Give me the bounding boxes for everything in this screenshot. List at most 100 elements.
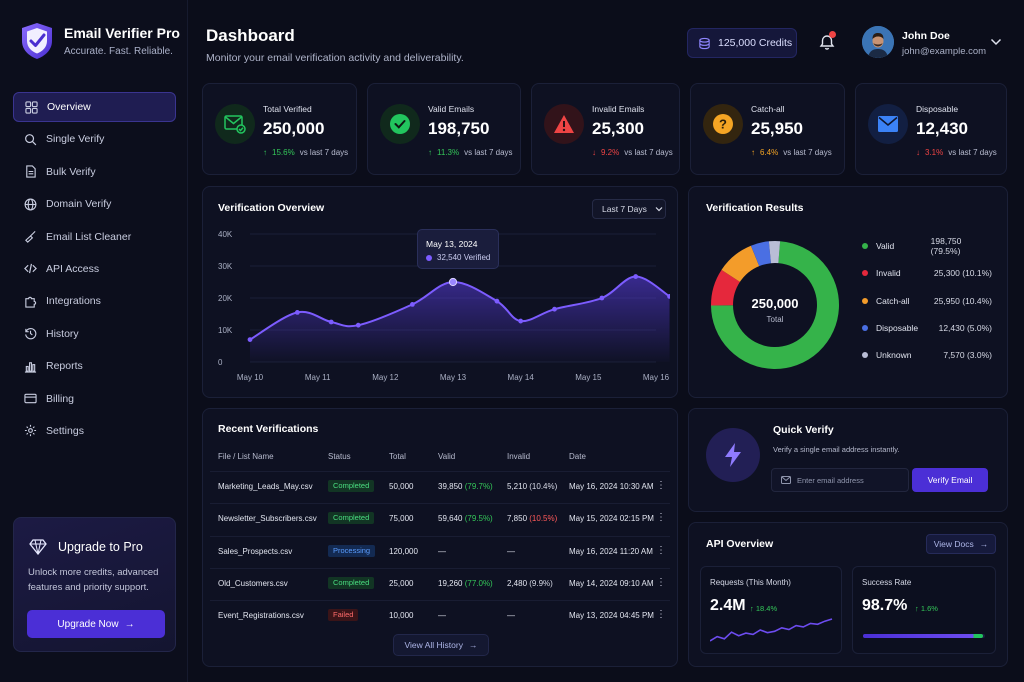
invalid-count: 5,210	[507, 482, 528, 491]
sidebar-item-api-access[interactable]: API Access	[13, 254, 176, 284]
stat-change: ↑ 15.6% vs last 7 days	[263, 148, 348, 157]
status-badge: Completed	[328, 480, 375, 492]
donut-slice-disposable[interactable]	[750, 241, 772, 267]
view-all-history-button[interactable]: View All History →	[393, 634, 489, 656]
credit-card-icon	[24, 393, 37, 404]
legend-label: Invalid	[876, 268, 901, 279]
data-point[interactable]	[667, 294, 670, 299]
stat-card-valid-emails: Valid Emails 198,750 ↑ 11.3% vs last 7 day…	[367, 83, 521, 175]
data-point[interactable]	[518, 318, 524, 324]
row-menu-icon[interactable]: ⋮	[656, 480, 666, 491]
sidebar-item-settings[interactable]: Settings	[13, 416, 176, 446]
data-point[interactable]	[448, 277, 458, 287]
valid-count: —	[438, 611, 446, 621]
chevron-down-icon	[655, 207, 663, 212]
svg-text:?: ?	[719, 117, 727, 132]
brand[interactable]: Email Verifier Pro Accurate. Fast. Relia…	[20, 22, 180, 60]
api-overview-title: API Overview	[706, 538, 774, 550]
sidebar-item-email-list-cleaner[interactable]: Email List Cleaner	[13, 222, 176, 252]
sidebar-item-reports[interactable]: Reports	[13, 351, 176, 381]
sidebar-item-overview[interactable]: Overview	[13, 92, 176, 122]
status-badge: Failed	[328, 609, 359, 622]
data-point[interactable]	[552, 306, 557, 312]
invalid-count: 2,480	[507, 578, 528, 588]
row-menu-icon[interactable]: ⋮	[656, 576, 666, 588]
data-point[interactable]	[599, 295, 605, 301]
sidebar-item-single-verify[interactable]: Single Verify	[13, 124, 176, 154]
row-divider	[210, 567, 670, 569]
credits-badge[interactable]: 125,000 Credits	[687, 28, 797, 58]
row-menu-icon[interactable]: ⋮	[656, 512, 666, 524]
legend-dot-icon	[862, 243, 868, 249]
sidebar-item-history[interactable]: History	[13, 319, 176, 349]
valid-cell: 19,260 (77.0%)	[438, 579, 493, 588]
stat-change-period: vs last 7 days	[624, 148, 673, 157]
data-point[interactable]	[294, 310, 300, 315]
status-badge: Completed	[328, 576, 375, 589]
valid-cell: —	[438, 611, 446, 620]
view-all-label: View All History	[404, 640, 463, 650]
data-point[interactable]	[355, 322, 361, 328]
verify-email-button[interactable]: Verify Email	[912, 468, 988, 492]
tooltip-value: 32,540 Verified	[426, 253, 490, 262]
sidebar-item-label: Bulk Verify	[46, 165, 96, 178]
x-tick-label: May 13	[440, 373, 467, 382]
data-point[interactable]	[633, 274, 639, 279]
sidebar-item-label: Overview	[47, 101, 91, 113]
trend-down-icon: ↓	[916, 148, 920, 157]
sidebar-item-domain-verify[interactable]: Domain Verify	[13, 189, 176, 219]
success-label: Success Rate	[862, 578, 912, 587]
arrow-right-icon: →	[979, 539, 989, 549]
legend-dot-icon	[862, 324, 868, 331]
overview-title: Verification Overview	[218, 202, 325, 214]
valid-cell: 39,850 (79.7%)	[438, 482, 493, 491]
row-menu-icon[interactable]: ⋮	[656, 544, 666, 556]
view-docs-button[interactable]: View Docs →	[926, 534, 996, 554]
avatar[interactable]	[862, 26, 894, 58]
row-menu-icon[interactable]: ⋮	[656, 609, 666, 621]
puzzle-icon	[25, 296, 37, 308]
shield-logo-icon	[22, 23, 52, 59]
total-cell: 120,000	[389, 546, 418, 556]
success-change-value: 1.6%	[920, 604, 938, 613]
sidebar-item-label: Single Verify	[46, 133, 105, 146]
document-icon	[26, 165, 36, 178]
sidebar-item-bulk-verify[interactable]: Bulk Verify	[13, 157, 176, 187]
sidebar-item-billing[interactable]: Billing	[13, 384, 176, 414]
donut-slice-catch-all[interactable]	[721, 245, 760, 283]
date-cell: May 16, 2024 10:30 AM	[569, 482, 654, 491]
data-point[interactable]	[328, 319, 334, 325]
broom-icon	[25, 231, 36, 243]
sidebar-item-integrations[interactable]: Integrations	[13, 286, 176, 316]
chevron-down-icon[interactable]	[990, 38, 1002, 46]
sidebar-nav: Overview Single Verify Bulk Verify Domai…	[13, 92, 176, 448]
donut-slice-valid[interactable]	[711, 241, 839, 369]
valid-percent: (79.5%)	[464, 514, 493, 524]
email-field[interactable]: Enter email address	[771, 468, 909, 492]
legend-value: 7,570 (3.0%)	[943, 350, 992, 361]
invalid-percent: (10.5%)	[529, 514, 558, 524]
credits-label: 125,000 Credits	[718, 37, 793, 49]
warning-icon	[544, 104, 584, 144]
range-select[interactable]: Last 7 Days	[592, 199, 666, 219]
trend-up-icon: ↑	[263, 148, 267, 157]
stat-change-value: 9.2%	[601, 148, 620, 157]
x-tick-label: May 14	[508, 373, 535, 382]
data-point[interactable]	[494, 298, 500, 304]
bell-icon[interactable]	[817, 32, 837, 52]
donut-slice-invalid[interactable]	[711, 269, 741, 306]
stat-change-value: 11.3%	[437, 148, 460, 157]
bar-chart-icon	[24, 361, 37, 373]
data-point[interactable]	[410, 302, 415, 307]
question-icon: ?	[703, 104, 743, 144]
stat-value: 250,000	[263, 119, 325, 138]
data-point[interactable]	[247, 337, 253, 342]
upgrade-now-button[interactable]: Upgrade Now →	[27, 610, 165, 638]
code-icon	[24, 264, 37, 274]
success-rate-card: Success Rate 98.7% ↑ 1.6%	[852, 566, 996, 654]
row-divider	[210, 471, 670, 472]
y-tick-label: 40K	[218, 230, 233, 239]
success-progress-track	[863, 634, 985, 638]
stat-change: ↓ 3.1% vs last 7 days	[916, 148, 997, 157]
